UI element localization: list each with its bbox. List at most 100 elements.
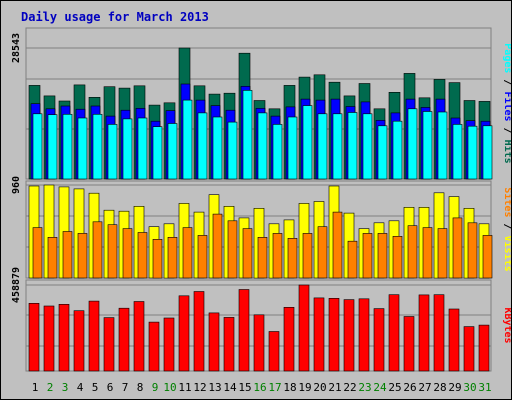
bar-kbytes-day-9 <box>148 321 160 372</box>
bar-kbytes-day-22 <box>343 299 355 372</box>
day-label-25: 25 <box>388 381 401 394</box>
day-label-27: 27 <box>418 381 431 394</box>
bar-pages-day-18 <box>287 116 298 180</box>
bar-sites-day-31 <box>482 235 493 279</box>
bar-sites-day-28 <box>437 228 448 279</box>
bar-pages-day-16 <box>257 112 268 180</box>
bar-sites-day-4 <box>77 233 88 279</box>
bar-kbytes-day-29 <box>448 308 460 372</box>
bar-pages-day-19 <box>302 105 313 180</box>
bar-kbytes-day-18 <box>283 306 295 372</box>
day-label-13: 13 <box>208 381 221 394</box>
bar-kbytes-day-20 <box>313 297 325 372</box>
bar-pages-day-21 <box>332 113 343 180</box>
day-label-16: 16 <box>253 381 266 394</box>
day-label-5: 5 <box>92 381 99 394</box>
bar-pages-day-9 <box>152 126 163 180</box>
bar-kbytes-day-16 <box>253 314 265 372</box>
bar-pages-day-15 <box>242 90 253 180</box>
bar-pages-day-29 <box>452 124 463 180</box>
bar-kbytes-day-23 <box>358 298 370 372</box>
day-label-10: 10 <box>163 381 176 394</box>
day-label-29: 29 <box>448 381 461 394</box>
panel-3-ymax-label: 458879 <box>11 267 22 303</box>
bar-sites-day-21 <box>332 211 343 279</box>
bar-pages-day-27 <box>422 111 433 180</box>
bar-pages-day-31 <box>482 125 493 180</box>
bar-sites-day-27 <box>422 227 433 279</box>
day-label-9: 9 <box>152 381 159 394</box>
day-label-7: 7 <box>122 381 129 394</box>
bar-sites-day-26 <box>407 225 418 279</box>
bar-kbytes-day-15 <box>238 289 250 372</box>
legend-hits: Hits <box>502 140 511 164</box>
bar-sites-day-3 <box>62 231 73 279</box>
bar-sites-day-13 <box>212 213 223 279</box>
bar-kbytes-day-12 <box>193 291 205 372</box>
bar-kbytes-day-1 <box>28 302 40 372</box>
bar-sites-day-25 <box>392 236 403 279</box>
bar-kbytes-day-30 <box>463 326 475 372</box>
bar-pages-day-24 <box>377 125 388 180</box>
bar-sites-day-16 <box>257 237 268 279</box>
bar-kbytes-day-8 <box>133 301 145 372</box>
day-label-6: 6 <box>107 381 114 394</box>
bar-sites-day-30 <box>467 222 478 279</box>
bar-sites-day-22 <box>347 240 358 279</box>
panel-3-legend: KBytes <box>502 307 511 343</box>
legend-sites: Sites <box>502 187 511 217</box>
bar-pages-day-26 <box>407 108 418 180</box>
bar-pages-day-28 <box>437 111 448 180</box>
bar-kbytes-day-21 <box>328 297 340 372</box>
day-label-28: 28 <box>433 381 446 394</box>
bar-sites-day-2 <box>47 237 58 279</box>
day-label-14: 14 <box>223 381 237 394</box>
panel-1-legend: Pages / Files / Hits <box>502 43 511 163</box>
day-label-21: 21 <box>328 381 341 394</box>
bar-kbytes-day-26 <box>403 316 415 372</box>
panel-2-ymax-label: 960 <box>11 176 22 194</box>
bar-kbytes-day-14 <box>223 317 235 372</box>
bar-kbytes-day-28 <box>433 294 445 372</box>
bar-sites-day-29 <box>452 217 463 279</box>
day-label-23: 23 <box>358 381 371 394</box>
panel-2-legend: Sites / Visits <box>502 187 511 271</box>
bar-pages-day-13 <box>212 116 223 180</box>
day-label-8: 8 <box>137 381 144 394</box>
day-label-31: 31 <box>478 381 491 394</box>
bar-sites-day-19 <box>302 233 313 279</box>
bar-pages-day-25 <box>392 120 403 180</box>
bar-pages-day-5 <box>92 114 103 180</box>
bar-sites-day-23 <box>362 233 373 279</box>
bar-sites-day-12 <box>197 235 208 279</box>
day-label-17: 17 <box>268 381 281 394</box>
bar-sites-day-17 <box>272 233 283 279</box>
bar-kbytes-day-13 <box>208 312 220 372</box>
day-label-18: 18 <box>283 381 296 394</box>
bar-kbytes-day-6 <box>103 317 115 372</box>
day-label-12: 12 <box>193 381 206 394</box>
bar-pages-day-22 <box>347 112 358 180</box>
bar-pages-day-12 <box>197 112 208 180</box>
legend-separator: / <box>502 73 511 91</box>
legend-files: Files <box>502 91 511 121</box>
bar-sites-day-20 <box>317 226 328 279</box>
bar-pages-day-7 <box>122 118 133 180</box>
bar-pages-day-17 <box>272 124 283 180</box>
bar-kbytes-day-25 <box>388 294 400 372</box>
bar-pages-day-1 <box>32 113 43 180</box>
bar-pages-day-2 <box>47 114 58 180</box>
bar-kbytes-day-31 <box>478 324 490 372</box>
bar-sites-day-14 <box>227 220 238 279</box>
bar-pages-day-3 <box>62 114 73 180</box>
bar-sites-day-15 <box>242 228 253 279</box>
bar-sites-day-9 <box>152 239 163 279</box>
bar-pages-day-14 <box>227 121 238 180</box>
legend-separator: / <box>502 217 511 235</box>
bar-pages-day-23 <box>362 113 373 180</box>
bar-sites-day-11 <box>182 227 193 279</box>
bar-kbytes-day-19 <box>298 284 310 372</box>
legend-kbytes: KBytes <box>502 307 511 343</box>
